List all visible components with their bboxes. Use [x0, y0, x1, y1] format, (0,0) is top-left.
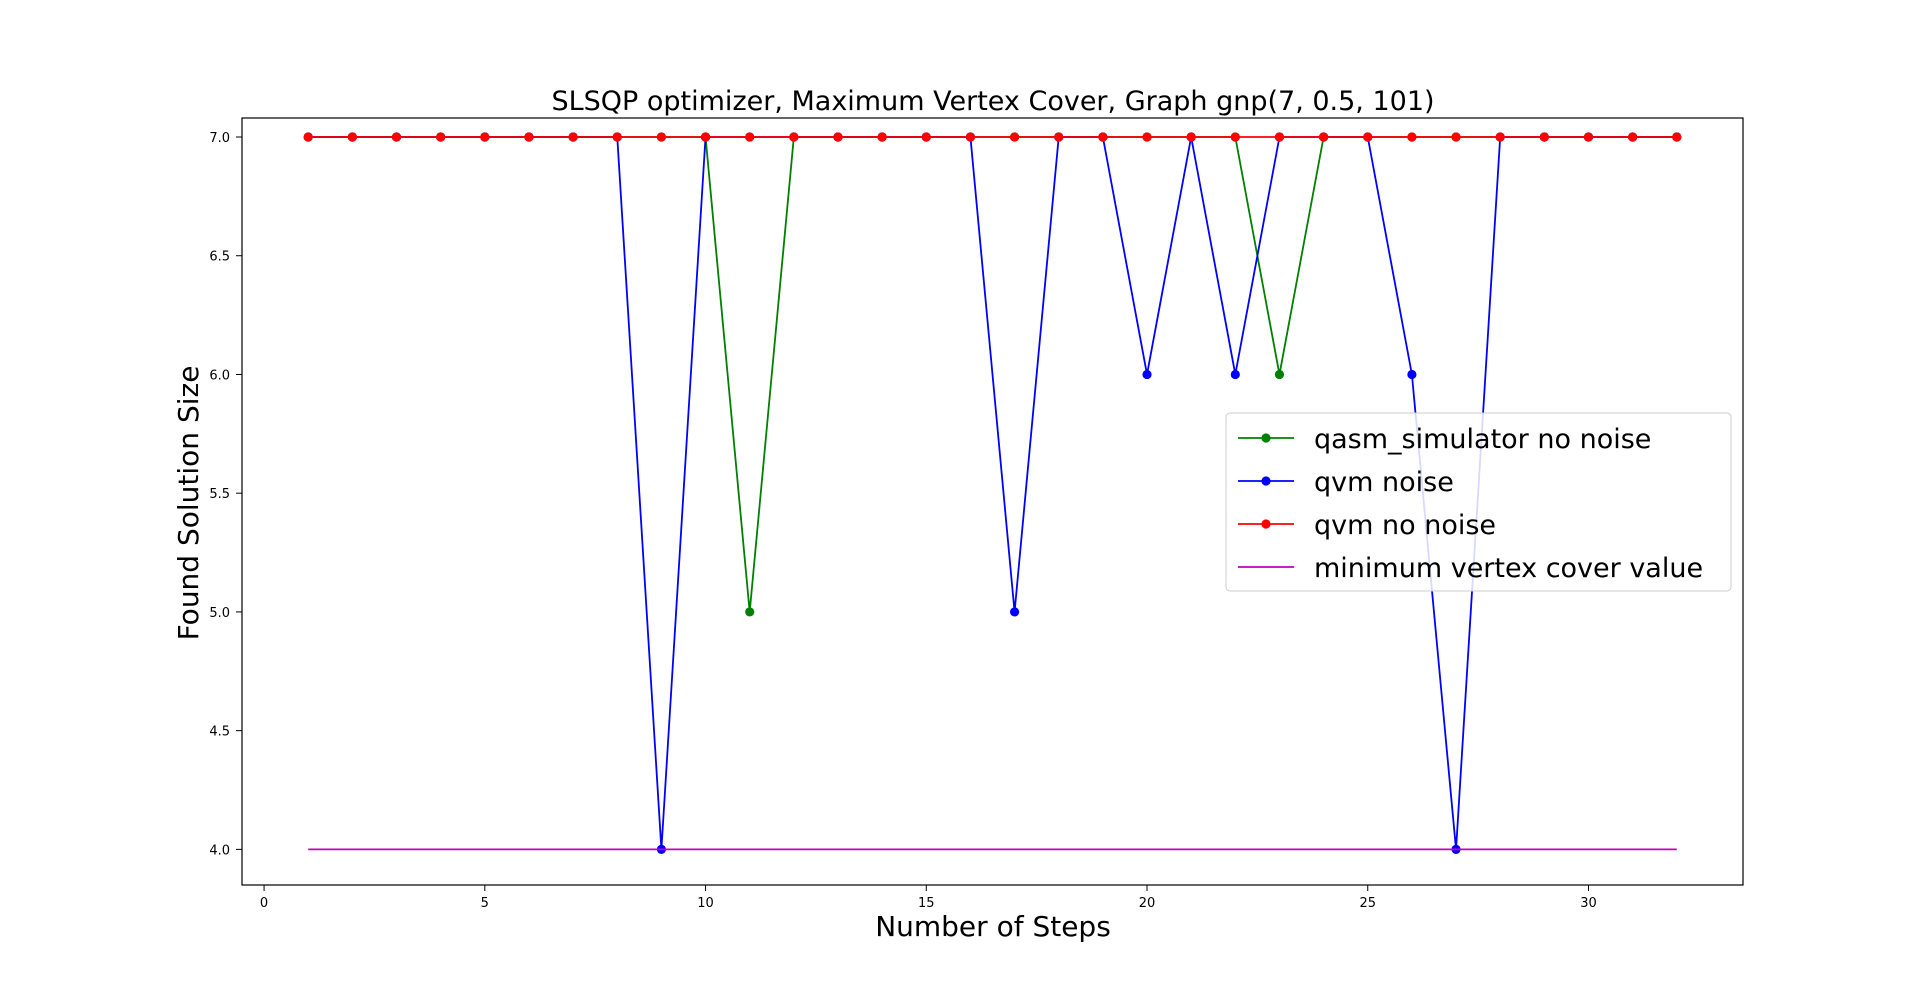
plot-area: 0 5 10 15 20 25 30 4.0 4.5 5.0 5.5 6.0 6.5 7.0 — [209, 117, 1744, 911]
x-tick-label: 10 — [697, 896, 714, 911]
x-tick-label: 30 — [1580, 896, 1597, 911]
data-point-qvm-no-noise — [833, 132, 843, 142]
y-tick-label: 4.0 — [209, 843, 230, 858]
data-point-qvm-no-noise — [1054, 132, 1064, 142]
chart-title: SLSQP optimizer, Maximum Vertex Cover, G… — [551, 86, 1434, 117]
y-tick-label: 6.0 — [209, 368, 230, 383]
legend-swatch-marker — [1261, 433, 1271, 443]
data-point-qvm-no-noise — [789, 132, 799, 142]
y-tick-label: 6.5 — [209, 250, 230, 265]
data-point-qvm-noise — [1230, 369, 1240, 380]
data-point-qvm-noise — [1142, 369, 1152, 380]
data-point-qvm-no-noise — [1142, 132, 1152, 142]
data-point-qvm-no-noise — [745, 132, 755, 142]
data-point-qvm-no-noise — [1230, 132, 1240, 142]
data-point-qvm-no-noise — [1098, 132, 1108, 142]
data-point-qvm-noise — [1407, 369, 1417, 380]
y-tick-label: 7.0 — [209, 131, 230, 146]
data-point-qvm-no-noise — [877, 132, 887, 142]
data-point-qvm-no-noise — [656, 132, 666, 142]
y-tick-label: 4.5 — [209, 725, 230, 740]
legend-swatch-marker — [1261, 519, 1271, 529]
legend-label: qvm no noise — [1314, 510, 1496, 541]
legend-label: qasm_simulator no noise — [1314, 424, 1651, 455]
data-point-qvm-no-noise — [347, 132, 357, 142]
x-tick-label: 0 — [260, 896, 268, 911]
data-point-qvm-no-noise — [568, 132, 578, 142]
data-point-qvm-no-noise — [436, 132, 446, 142]
axes-frame — [241, 117, 1744, 886]
x-tick-label: 20 — [1139, 896, 1156, 911]
x-axis-label: Number of Steps — [875, 910, 1111, 943]
data-point-qvm-no-noise — [965, 132, 976, 142]
x-tick-label: 15 — [918, 896, 935, 911]
data-point-qvm-no-noise — [1407, 132, 1417, 142]
x-tick-label: 5 — [481, 896, 489, 911]
data-point-qasm-simulator-no-noise — [745, 607, 755, 617]
data-point-qvm-no-noise — [1319, 132, 1329, 142]
data-point-qvm-no-noise — [700, 132, 711, 142]
legend-box — [1225, 412, 1732, 592]
legend: qasm_simulator no noise qvm noise qvm no n… — [1225, 412, 1732, 592]
data-point-qvm-no-noise — [1583, 132, 1594, 142]
legend-label: minimum vertex cover value — [1314, 553, 1703, 584]
data-point-qvm-no-noise — [1363, 132, 1373, 142]
data-point-qvm-no-noise — [480, 132, 490, 142]
data-point-qasm-simulator-no-noise — [1274, 369, 1285, 380]
data-point-qvm-no-noise — [1009, 132, 1020, 142]
data-point-qvm-no-noise — [1539, 132, 1549, 142]
data-point-qvm-no-noise — [1672, 132, 1682, 142]
data-point-qvm-no-noise — [612, 132, 622, 142]
data-point-qvm-no-noise — [524, 132, 534, 142]
legend-swatch-marker — [1261, 476, 1271, 486]
data-point-qvm-noise — [1009, 607, 1020, 617]
y-tick-label: 5.0 — [209, 606, 230, 621]
data-point-qvm-no-noise — [1495, 132, 1505, 142]
data-point-qvm-no-noise — [1628, 132, 1638, 142]
data-point-qvm-no-noise — [1274, 132, 1285, 142]
data-point-qvm-no-noise — [921, 132, 931, 142]
x-tick-label: 25 — [1359, 896, 1376, 911]
legend-label: qvm noise — [1314, 467, 1454, 498]
data-point-qvm-no-noise — [303, 132, 313, 142]
data-point-qvm-no-noise — [1451, 132, 1461, 142]
data-point-qvm-no-noise — [391, 132, 402, 142]
y-axis-label: Found Solution Size — [172, 366, 205, 641]
y-tick-label: 5.5 — [209, 487, 230, 502]
data-point-qvm-no-noise — [1186, 132, 1196, 142]
